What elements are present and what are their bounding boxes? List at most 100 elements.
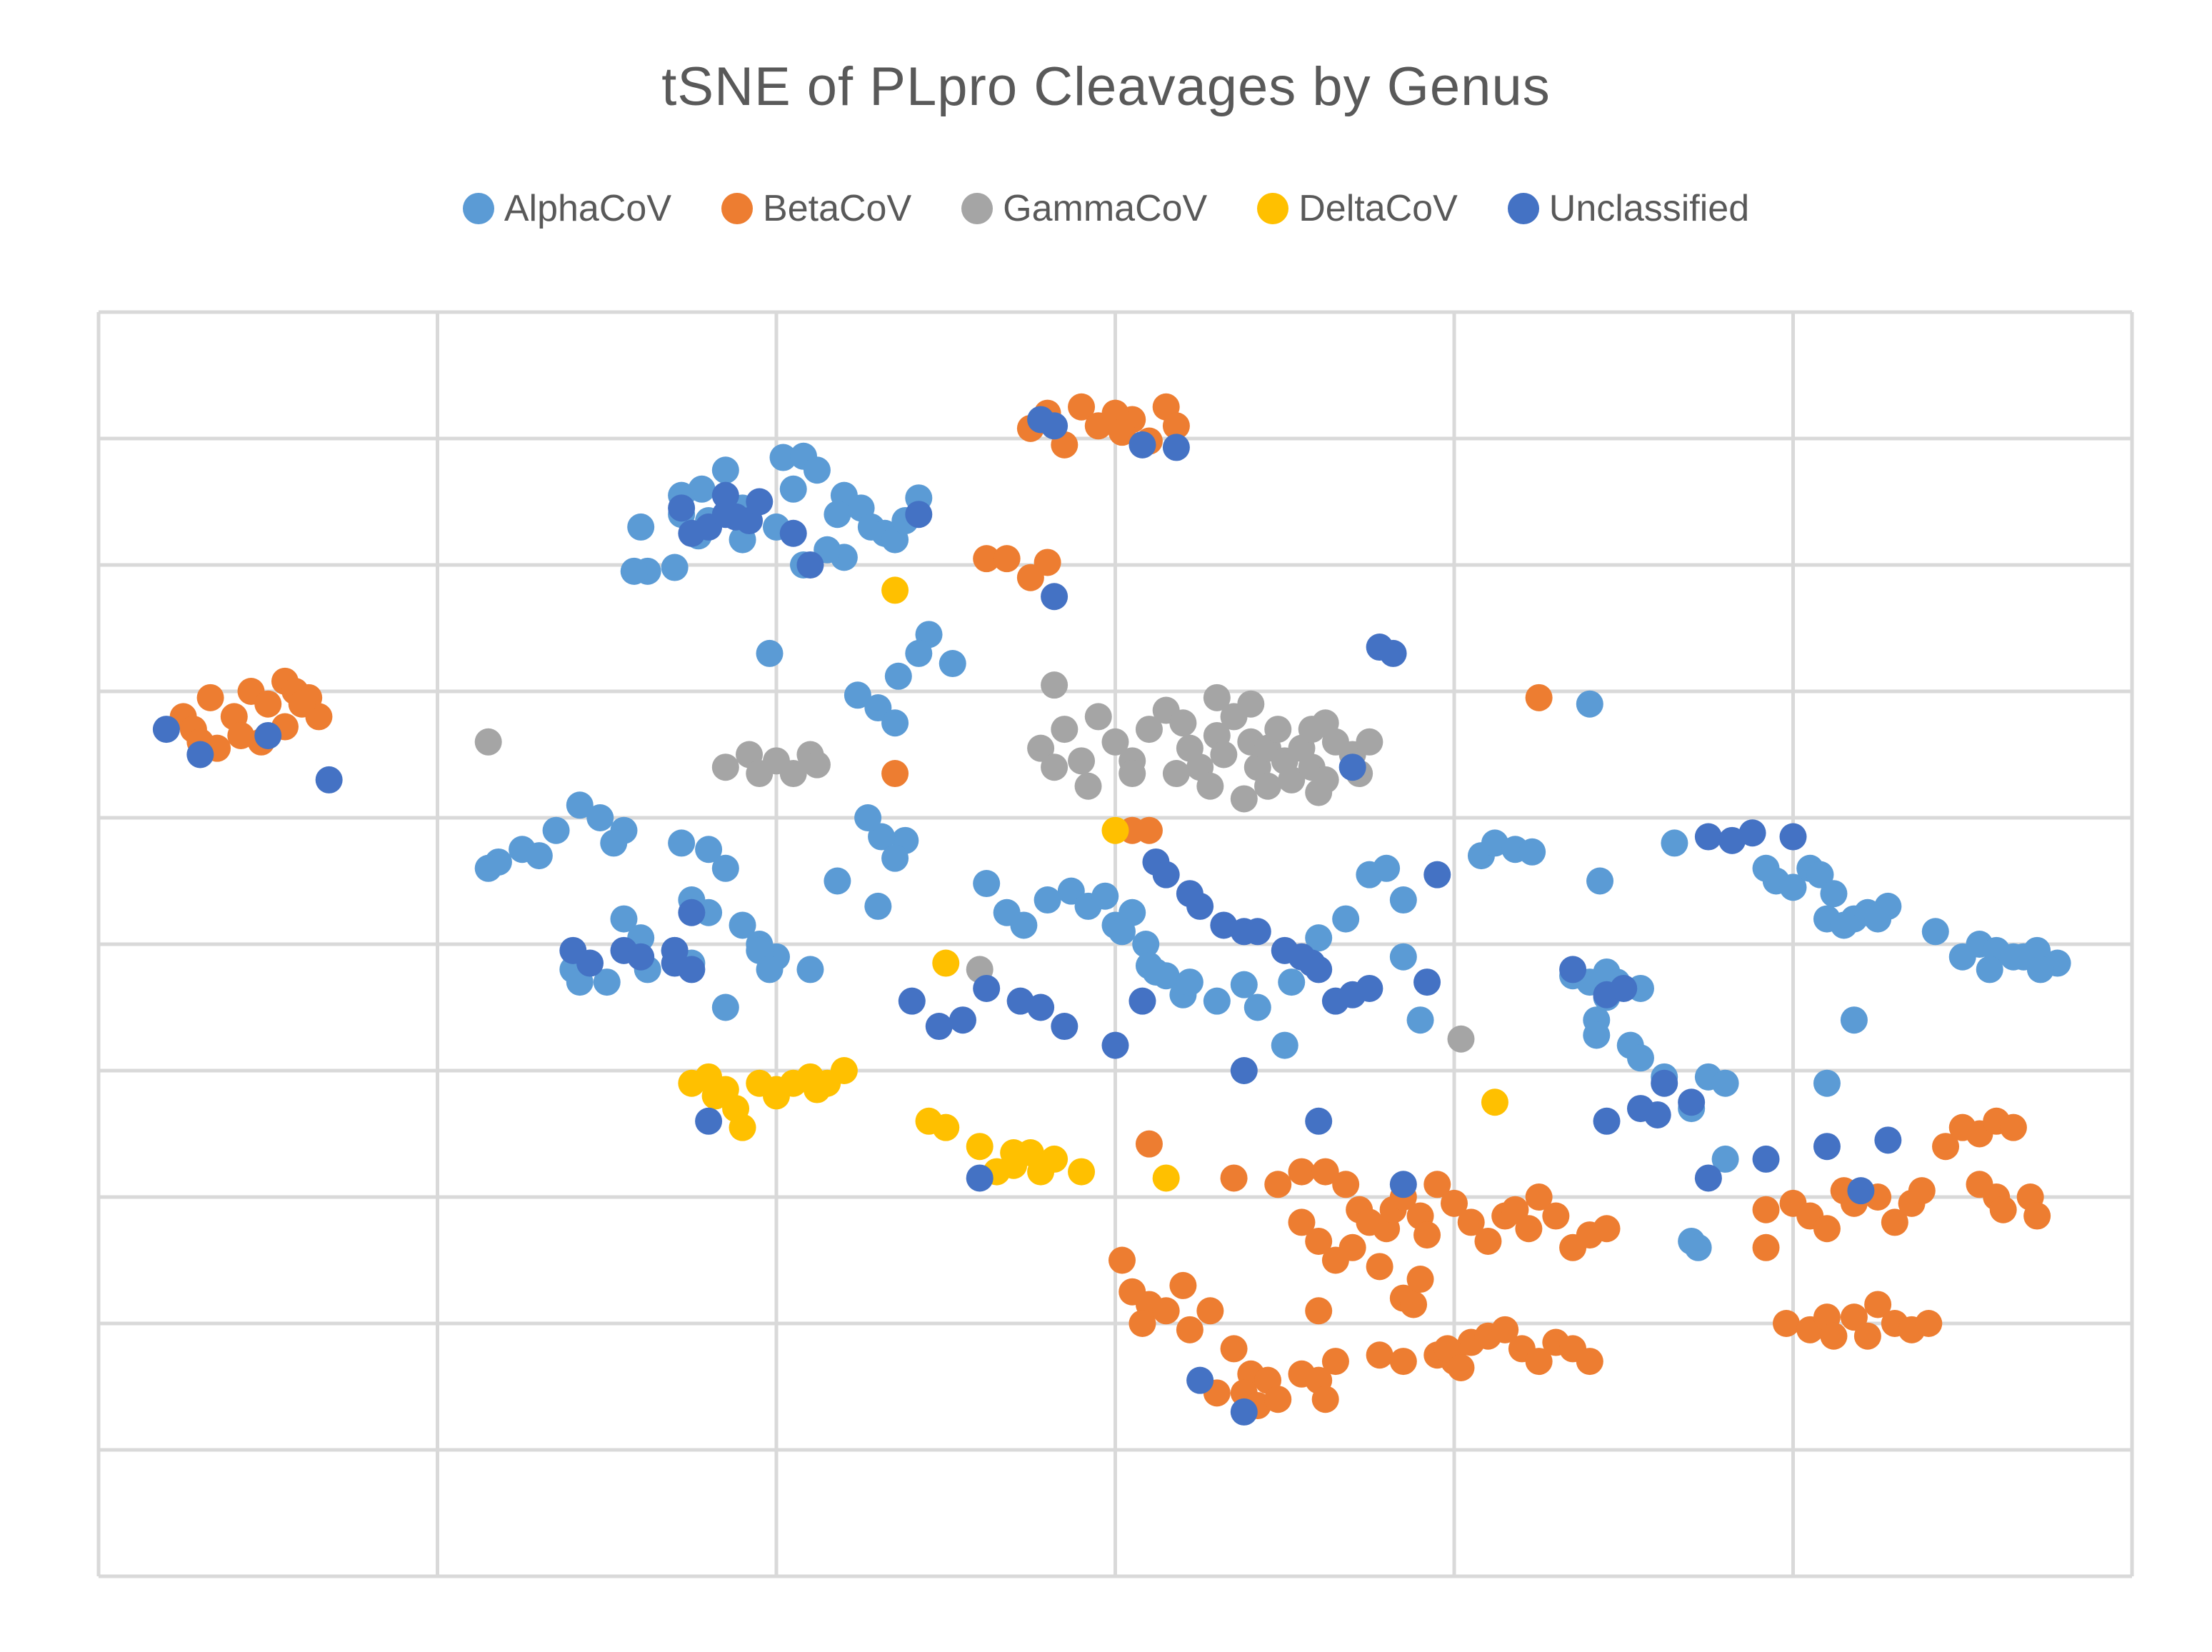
data-point-unclassified[interactable] bbox=[1356, 974, 1383, 1002]
data-point-gammacov[interactable] bbox=[1254, 772, 1282, 800]
data-point-gammacov[interactable] bbox=[1074, 772, 1102, 800]
data-point-betacov[interactable] bbox=[1915, 1310, 1943, 1337]
data-point-betacov[interactable] bbox=[1542, 1202, 1570, 1230]
data-point-betacov[interactable] bbox=[1840, 1303, 1868, 1331]
data-point-alphacov[interactable] bbox=[1010, 911, 1038, 939]
data-point-betacov[interactable] bbox=[1135, 816, 1163, 844]
legend-item-unclassified[interactable]: Unclassified bbox=[1507, 187, 1749, 230]
data-point-alphacov[interactable] bbox=[1711, 1069, 1739, 1097]
legend-item-deltacov[interactable]: DeltaCoV bbox=[1257, 187, 1458, 230]
data-point-gammacov[interactable] bbox=[1210, 741, 1238, 769]
data-point-alphacov[interactable] bbox=[1176, 968, 1203, 996]
data-point-gammacov[interactable] bbox=[1203, 684, 1231, 711]
data-point-alphacov[interactable] bbox=[854, 804, 882, 831]
data-point-unclassified[interactable] bbox=[254, 721, 282, 749]
data-point-alphacov[interactable] bbox=[824, 501, 851, 529]
data-point-gammacov[interactable] bbox=[1041, 754, 1069, 781]
data-point-gammacov[interactable] bbox=[1196, 772, 1224, 800]
data-point-alphacov[interactable] bbox=[1806, 861, 1834, 888]
data-point-alphacov[interactable] bbox=[1684, 1233, 1712, 1261]
data-point-gammacov[interactable] bbox=[1447, 1025, 1475, 1053]
data-point-alphacov[interactable] bbox=[1389, 943, 1417, 971]
data-point-betacov[interactable] bbox=[1305, 1297, 1333, 1325]
data-point-betacov[interactable] bbox=[1321, 1246, 1349, 1274]
data-point-gammacov[interactable] bbox=[1237, 690, 1265, 718]
data-point-unclassified[interactable] bbox=[1051, 1013, 1079, 1041]
data-point-unclassified[interactable] bbox=[973, 974, 1001, 1002]
data-point-alphacov[interactable] bbox=[1586, 867, 1614, 895]
data-point-betacov[interactable] bbox=[1433, 1335, 1461, 1363]
data-point-betacov[interactable] bbox=[1932, 1133, 1960, 1161]
data-point-unclassified[interactable] bbox=[678, 956, 706, 983]
data-point-gammacov[interactable] bbox=[1264, 716, 1292, 744]
data-point-alphacov[interactable] bbox=[868, 823, 896, 851]
data-point-betacov[interactable] bbox=[1128, 1310, 1156, 1337]
data-point-gammacov[interactable] bbox=[779, 760, 807, 788]
data-point-unclassified[interactable] bbox=[905, 501, 933, 529]
data-point-gammacov[interactable] bbox=[746, 760, 774, 788]
data-point-gammacov[interactable] bbox=[1135, 716, 1163, 744]
data-point-betacov[interactable] bbox=[1853, 1322, 1881, 1350]
data-point-unclassified[interactable] bbox=[1874, 1126, 1902, 1154]
data-point-alphacov[interactable] bbox=[620, 557, 648, 585]
data-point-betacov[interactable] bbox=[1332, 1171, 1360, 1198]
data-point-alphacov[interactable] bbox=[566, 791, 594, 819]
data-point-alphacov[interactable] bbox=[1840, 1006, 1868, 1034]
data-point-unclassified[interactable] bbox=[1305, 1107, 1333, 1135]
data-point-alphacov[interactable] bbox=[1243, 993, 1271, 1021]
data-point-alphacov[interactable] bbox=[1278, 968, 1306, 996]
data-point-unclassified[interactable] bbox=[678, 898, 706, 926]
data-point-gammacov[interactable] bbox=[1101, 728, 1129, 756]
data-point-unclassified[interactable] bbox=[1593, 1107, 1621, 1135]
data-point-alphacov[interactable] bbox=[1305, 924, 1333, 952]
data-point-alphacov[interactable] bbox=[1406, 1006, 1434, 1034]
data-point-betacov[interactable] bbox=[1406, 1266, 1434, 1293]
data-point-betacov[interactable] bbox=[1311, 1158, 1339, 1186]
data-point-alphacov[interactable] bbox=[1132, 931, 1160, 958]
data-point-unclassified[interactable] bbox=[1041, 412, 1069, 440]
data-point-betacov[interactable] bbox=[1162, 412, 1190, 440]
data-point-betacov[interactable] bbox=[1525, 1183, 1553, 1211]
data-point-alphacov[interactable] bbox=[1152, 962, 1180, 990]
data-point-alphacov[interactable] bbox=[779, 475, 807, 503]
data-point-unclassified[interactable] bbox=[1779, 823, 1807, 851]
data-point-alphacov[interactable] bbox=[756, 639, 784, 667]
data-point-unclassified[interactable] bbox=[695, 1107, 723, 1135]
data-point-alphacov[interactable] bbox=[474, 854, 502, 882]
data-point-alphacov[interactable] bbox=[1779, 873, 1807, 901]
data-point-betacov[interactable] bbox=[1305, 1227, 1333, 1255]
data-point-betacov[interactable] bbox=[1813, 1215, 1841, 1243]
data-point-alphacov[interactable] bbox=[586, 804, 614, 831]
data-point-betacov[interactable] bbox=[1016, 564, 1044, 591]
data-point-betacov[interactable] bbox=[993, 545, 1021, 573]
data-point-betacov[interactable] bbox=[1773, 1310, 1801, 1337]
data-point-unclassified[interactable] bbox=[1423, 861, 1451, 888]
data-point-unclassified[interactable] bbox=[746, 488, 774, 516]
data-point-alphacov[interactable] bbox=[729, 911, 756, 939]
data-point-unclassified[interactable] bbox=[1128, 987, 1156, 1015]
data-point-alphacov[interactable] bbox=[695, 836, 723, 863]
data-point-unclassified[interactable] bbox=[1366, 634, 1393, 661]
data-point-gammacov[interactable] bbox=[1068, 747, 1096, 775]
data-point-unclassified[interactable] bbox=[1152, 861, 1180, 888]
data-point-betacov[interactable] bbox=[1474, 1227, 1502, 1255]
data-point-alphacov[interactable] bbox=[1626, 1044, 1654, 1072]
data-point-alphacov[interactable] bbox=[1813, 1069, 1841, 1097]
data-point-alphacov[interactable] bbox=[756, 956, 784, 983]
data-point-betacov[interactable] bbox=[1264, 1386, 1292, 1413]
data-point-deltacov[interactable] bbox=[881, 576, 909, 604]
data-point-alphacov[interactable] bbox=[1108, 918, 1136, 946]
data-point-alphacov[interactable] bbox=[796, 956, 824, 983]
data-point-gammacov[interactable] bbox=[1230, 785, 1258, 813]
data-point-unclassified[interactable] bbox=[966, 1164, 994, 1192]
data-point-betacov[interactable] bbox=[1966, 1171, 1993, 1198]
data-point-betacov[interactable] bbox=[1176, 1316, 1203, 1343]
data-point-unclassified[interactable] bbox=[1186, 892, 1214, 920]
data-point-unclassified[interactable] bbox=[1678, 1088, 1706, 1116]
data-point-deltacov[interactable] bbox=[711, 1076, 739, 1103]
data-point-betacov[interactable] bbox=[1196, 1297, 1224, 1325]
data-point-betacov[interactable] bbox=[1068, 393, 1096, 421]
data-point-unclassified[interactable] bbox=[1243, 918, 1271, 946]
data-point-unclassified[interactable] bbox=[898, 987, 926, 1015]
data-point-betacov[interactable] bbox=[1311, 1386, 1339, 1413]
